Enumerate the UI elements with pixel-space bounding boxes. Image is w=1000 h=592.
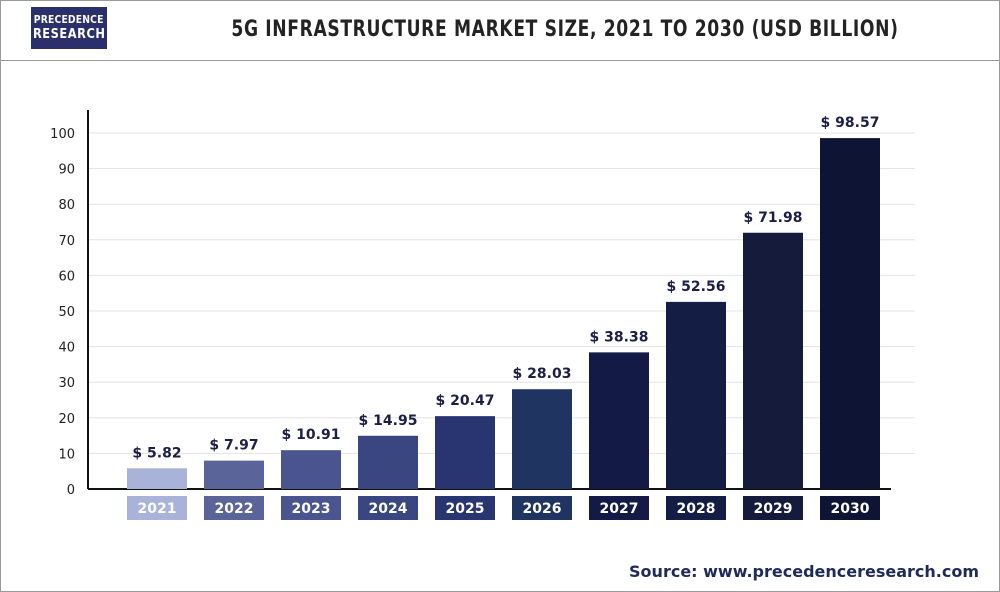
brand-logo: PRECEDENCE RESEARCH xyxy=(31,7,107,49)
bar-2029 xyxy=(743,232,803,489)
bar-2028 xyxy=(666,301,726,489)
value-label-2027: $ 38.38 xyxy=(590,329,649,345)
y-tick-label-50: 50 xyxy=(58,305,75,320)
bars: $ 5.82 $ 7.97 $ 10.91 $ 14.95 $ 20.47 $ 28.03… xyxy=(127,115,880,489)
y-tick-label-90: 90 xyxy=(58,163,75,178)
y-tick-label-60: 60 xyxy=(58,269,75,284)
x-tick-label-2028: 2028 xyxy=(677,501,716,517)
value-label-2022: $ 7.97 xyxy=(209,438,258,454)
value-label-2021: $ 5.82 xyxy=(132,445,181,461)
x-tick-label-2023: 2023 xyxy=(292,501,331,517)
x-tick-label-2026: 2026 xyxy=(523,501,562,517)
y-tick-label-0: 0 xyxy=(67,483,75,498)
y-tick-label-30: 30 xyxy=(58,376,75,391)
chart-title: 5G INFRASTRUCTURE MARKET SIZE, 2021 TO 2… xyxy=(231,17,899,42)
value-label-2028: $ 52.56 xyxy=(667,279,726,295)
x-label-box-2022 xyxy=(204,496,264,520)
value-label-2025: $ 20.47 xyxy=(436,393,495,409)
x-tick-label-2022: 2022 xyxy=(215,501,254,517)
bar-2021 xyxy=(127,468,187,489)
x-tick-label-2021: 2021 xyxy=(138,501,177,517)
y-tick-label-40: 40 xyxy=(58,341,75,356)
x-label-box-2024 xyxy=(358,496,418,520)
bar-2025 xyxy=(435,416,495,489)
value-label-2030: $ 98.57 xyxy=(821,115,880,131)
x-label-box-2026 xyxy=(512,496,572,520)
x-label-box-2030 xyxy=(820,496,880,520)
bar-2022 xyxy=(204,460,264,489)
value-label-2026: $ 28.03 xyxy=(513,366,572,382)
logo-line-1: PRECEDENCE xyxy=(34,14,104,26)
x-tick-label-2030: 2030 xyxy=(831,501,870,517)
y-tick-label-70: 70 xyxy=(58,234,75,249)
x-label-box-2021 xyxy=(127,496,187,520)
x-tick-label-2029: 2029 xyxy=(754,501,793,517)
y-tick-label-100: 100 xyxy=(50,127,75,142)
y-tick-label-10: 10 xyxy=(58,447,75,462)
y-tick-label-80: 80 xyxy=(58,198,75,213)
x-label-box-2023 xyxy=(281,496,341,520)
x-label-box-2028 xyxy=(666,496,726,520)
bar-2030 xyxy=(820,138,880,489)
x-tick-label-2025: 2025 xyxy=(446,501,485,517)
x-label-box-2029 xyxy=(743,496,803,520)
bar-2027 xyxy=(589,352,649,489)
value-label-2024: $ 14.95 xyxy=(359,413,418,429)
header: PRECEDENCE RESEARCH 5G INFRASTRUCTURE MA… xyxy=(0,0,1000,61)
bar-2023 xyxy=(281,450,341,489)
y-tick-label-20: 20 xyxy=(58,412,75,427)
source-credit: Source: www.precedenceresearch.com xyxy=(629,562,979,581)
value-label-2023: $ 10.91 xyxy=(282,427,341,443)
x-label-box-2027 xyxy=(589,496,649,520)
x-tick-label-2024: 2024 xyxy=(369,501,408,517)
value-label-2029: $ 71.98 xyxy=(744,210,803,226)
bar-2024 xyxy=(358,435,418,489)
x-axis-labels: 2021 2022 2023 2024 2025 2026 2027 2028 2029 2030 xyxy=(127,496,880,520)
x-label-box-2025 xyxy=(435,496,495,520)
x-tick-label-2027: 2027 xyxy=(600,501,639,517)
logo-line-2: RESEARCH xyxy=(32,27,106,42)
bar-2026 xyxy=(512,389,572,489)
